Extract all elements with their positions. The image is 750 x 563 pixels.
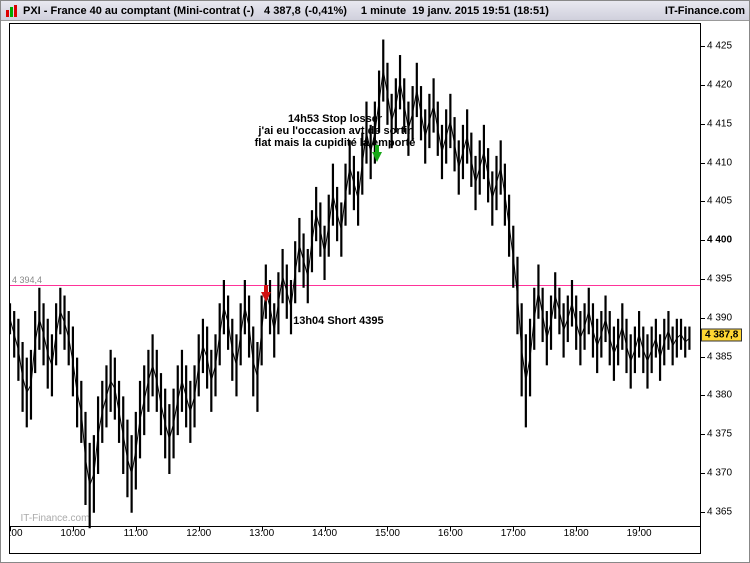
y-tick-label: 4 370 [701, 467, 749, 478]
y-tick-label: 4 415 [701, 118, 749, 129]
watermark: IT-Finance.com [20, 513, 89, 524]
y-tick-label: 4 380 [701, 390, 749, 401]
chart-window: PXI - France 40 au comptant (Mini-contra… [0, 0, 750, 563]
y-tick-label: 4 410 [701, 157, 749, 168]
stop-loss-arrow [372, 152, 382, 162]
title-source: IT-Finance.com [665, 5, 745, 17]
y-tick-label: 4 365 [701, 506, 749, 517]
y-tick-label: 4 390 [701, 312, 749, 323]
price-series [10, 24, 701, 536]
y-tick-label: 4 425 [701, 41, 749, 52]
short-note: 13h04 Short 4395 [293, 315, 384, 327]
y-tick-label: 4 405 [701, 196, 749, 207]
title-datetime: 19 janv. 2015 19:51 (18:51) [412, 5, 549, 17]
y-tick-label: 4 395 [701, 274, 749, 285]
short-arrow [261, 292, 271, 302]
title-price: 4 387,8 [264, 5, 301, 17]
y-axis: 4 365 4 370 4 375 4 380 4 385 4 390 4 395 4 400… [701, 23, 749, 554]
y-tick-label: 4 420 [701, 80, 749, 91]
y-tick-label: 4 375 [701, 429, 749, 440]
y-tick-label: 4 400 [701, 235, 749, 246]
y-tick-label: 4 385 [701, 351, 749, 362]
title-symbol: PXI - France 40 au comptant (Mini-contra… [23, 5, 254, 17]
current-price-badge: 4 387,8 [701, 328, 742, 341]
chart-plot-area[interactable]: 09:0010:0011:0012:0013:0014:0015:0016:00… [9, 23, 701, 554]
title-interval: 1 minute [361, 5, 406, 17]
app-icon [5, 4, 19, 18]
title-bar: PXI - France 40 au comptant (Mini-contra… [1, 1, 749, 21]
stop-loss-note: 14h53 Stop losser j'ai eu l'occasion avt… [255, 113, 416, 149]
title-change: (-0,41%) [305, 5, 347, 17]
